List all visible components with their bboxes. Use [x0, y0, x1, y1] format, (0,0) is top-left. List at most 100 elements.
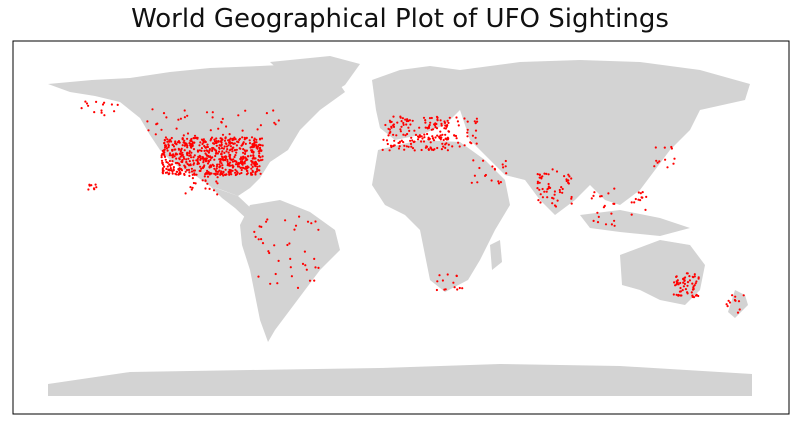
sighting-point — [397, 147, 401, 150]
sighting-point — [206, 175, 210, 178]
sighting-point — [146, 120, 149, 123]
sighting-point — [187, 168, 191, 171]
sighting-point — [259, 124, 262, 127]
sighting-point — [182, 134, 185, 137]
sighting-point — [604, 223, 608, 226]
sighting-point — [88, 183, 91, 186]
sighting-point — [726, 305, 729, 308]
sighting-point — [679, 290, 683, 293]
indonesia-land — [580, 210, 690, 236]
sighting-point — [386, 142, 389, 146]
sighting-point — [286, 243, 289, 247]
sighting-point — [274, 123, 277, 126]
sighting-point — [198, 169, 201, 172]
sighting-point — [160, 154, 163, 157]
sighting-point — [442, 138, 445, 142]
sighting-point — [273, 121, 276, 124]
sighting-point — [223, 155, 226, 158]
sighting-point — [547, 182, 550, 186]
sighting-point — [195, 173, 198, 176]
sighting-point — [474, 122, 477, 125]
sighting-point — [675, 293, 678, 296]
sighting-point — [258, 146, 262, 149]
sighting-point — [193, 172, 196, 175]
sighting-point — [188, 150, 191, 153]
sighting-point — [187, 157, 190, 160]
sighting-point — [161, 167, 164, 170]
sighting-point — [207, 151, 210, 154]
sighting-point — [440, 136, 443, 139]
sighting-point — [100, 109, 103, 112]
sighting-point — [692, 285, 695, 288]
sighting-point — [697, 294, 700, 298]
sighting-point — [304, 264, 307, 267]
sighting-point — [234, 138, 237, 141]
sighting-point — [695, 280, 698, 283]
sighting-point — [547, 173, 550, 176]
sighting-point — [240, 171, 243, 175]
sighting-point — [438, 135, 441, 138]
sighting-point — [410, 145, 413, 148]
sighting-point — [244, 150, 247, 153]
sighting-point — [497, 180, 500, 183]
sighting-point — [225, 145, 229, 148]
sighting-point — [385, 139, 389, 142]
sighting-point — [725, 303, 728, 306]
sighting-point — [277, 119, 280, 122]
sighting-point — [382, 138, 385, 141]
sighting-point — [170, 140, 173, 143]
sighting-point — [251, 149, 254, 152]
sighting-point — [185, 160, 188, 164]
sighting-point — [225, 173, 228, 176]
sighting-point — [186, 163, 189, 166]
sighting-point — [232, 146, 235, 149]
sighting-point — [206, 172, 209, 175]
sighting-point — [256, 147, 259, 150]
sighting-point — [461, 287, 464, 290]
sighting-point — [103, 114, 106, 117]
sighting-point — [160, 159, 164, 162]
sighting-point — [231, 150, 234, 153]
sighting-point — [241, 129, 244, 132]
sighting-point — [228, 133, 231, 136]
sighting-point — [294, 224, 298, 227]
sighting-point — [203, 164, 206, 167]
sighting-point — [100, 111, 103, 114]
sighting-point — [256, 165, 259, 168]
sighting-point — [314, 266, 317, 269]
sighting-point — [538, 181, 541, 184]
sighting-point — [218, 166, 221, 169]
sighting-point — [482, 159, 485, 162]
sighting-point — [686, 281, 690, 284]
sighting-point — [206, 182, 209, 185]
sighting-point — [556, 199, 559, 202]
sighting-point — [201, 179, 204, 182]
sighting-point — [402, 123, 405, 126]
sighting-point — [243, 162, 246, 165]
sighting-point — [545, 172, 548, 175]
sighting-point — [94, 183, 97, 186]
sighting-point — [436, 146, 439, 150]
sighting-point — [233, 160, 236, 163]
sighting-point — [637, 191, 640, 194]
sighting-point — [441, 142, 444, 145]
sighting-point — [258, 152, 261, 155]
sighting-point — [257, 275, 260, 278]
sighting-point — [504, 159, 507, 163]
sighting-point — [192, 163, 195, 166]
sighting-point — [734, 295, 737, 298]
sighting-point — [252, 151, 255, 154]
sighting-point — [691, 275, 694, 278]
sighting-point — [179, 117, 182, 120]
sighting-point — [213, 158, 216, 161]
sighting-point — [411, 147, 415, 150]
sighting-point — [90, 184, 93, 187]
sighting-point — [168, 159, 171, 163]
sighting-point — [436, 134, 439, 137]
sighting-point — [243, 152, 247, 155]
sighting-point — [426, 127, 429, 130]
sighting-point — [398, 145, 401, 148]
sighting-point — [257, 150, 260, 153]
sighting-point — [200, 149, 203, 152]
sighting-point — [688, 275, 691, 278]
